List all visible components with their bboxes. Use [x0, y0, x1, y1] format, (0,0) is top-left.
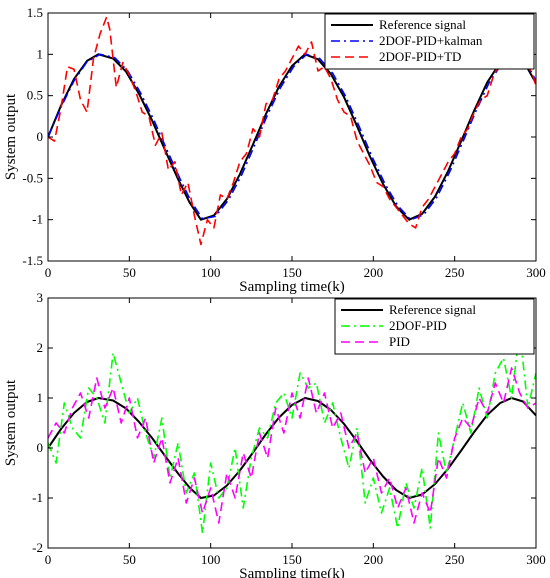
legend-label: 2DOF-PID	[389, 318, 447, 333]
x-tick-label: 300	[526, 552, 546, 567]
y-tick-label: -1	[32, 212, 43, 227]
y-tick-label: 2	[37, 340, 44, 355]
y-axis-label: System output	[3, 379, 19, 466]
series-group	[48, 16, 536, 246]
y-tick-label: 3	[37, 290, 44, 305]
y-tick-label: 1.5	[27, 5, 43, 20]
x-tick-label: 0	[45, 552, 52, 567]
series-line-pid	[48, 367, 536, 524]
x-axis-label: Sampling time(k)	[239, 566, 344, 578]
x-tick-label: 50	[123, 552, 136, 567]
legend-label: Reference signal	[379, 17, 466, 32]
y-tick-label: -0.5	[22, 170, 43, 185]
legend-label: PID	[389, 334, 410, 349]
y-tick-label: 1	[37, 390, 44, 405]
series-line-reference-signal	[48, 53, 536, 221]
y-tick-label: -1	[32, 490, 43, 505]
legend-label: Reference signal	[389, 302, 476, 317]
x-tick-label: 200	[364, 552, 384, 567]
x-tick-label: 50	[123, 265, 136, 280]
x-tick-label: 250	[445, 265, 465, 280]
x-tick-label: 0	[45, 265, 52, 280]
x-tick-label: 200	[364, 265, 384, 280]
y-tick-label: 0	[37, 129, 44, 144]
series-line-reference-signal	[48, 397, 536, 499]
legend-label: 2DOF-PID+kalman	[379, 33, 483, 48]
x-tick-label: 150	[282, 265, 302, 280]
y-tick-label: 0	[37, 440, 44, 455]
y-axis-label: System output	[3, 93, 19, 180]
x-tick-label: 100	[201, 552, 221, 567]
legend-label: 2DOF-PID+TD	[379, 49, 461, 64]
y-tick-label: 0.5	[27, 88, 43, 103]
x-tick-label: 250	[445, 552, 465, 567]
top-chart: 0 50 100 150 200 250 300 -1.5 -1 -0.5 0 0.5 1 1.5 Samp…	[3, 5, 546, 295]
series-line-2dof-pid-td	[48, 16, 536, 246]
legend-box	[324, 13, 535, 70]
series-group	[48, 329, 536, 534]
y-tick-label: -1.5	[22, 253, 43, 268]
y-tick-label: 1	[37, 46, 44, 61]
legend: Reference signal2DOF-PID+kalman2DOF-PID+…	[324, 13, 535, 70]
x-axis-label: Sampling time(k)	[239, 279, 344, 295]
bottom-chart: 0 50 100 150 200 250 300 -2 -1 0 1 2 3 Sampling time(…	[3, 290, 546, 578]
x-tick-label: 100	[201, 265, 221, 280]
x-tick-label: 300	[526, 265, 546, 280]
series-line-2dof-pid-kalman	[48, 53, 536, 221]
x-tick-label: 150	[282, 552, 302, 567]
y-tick-label: -2	[32, 540, 43, 555]
